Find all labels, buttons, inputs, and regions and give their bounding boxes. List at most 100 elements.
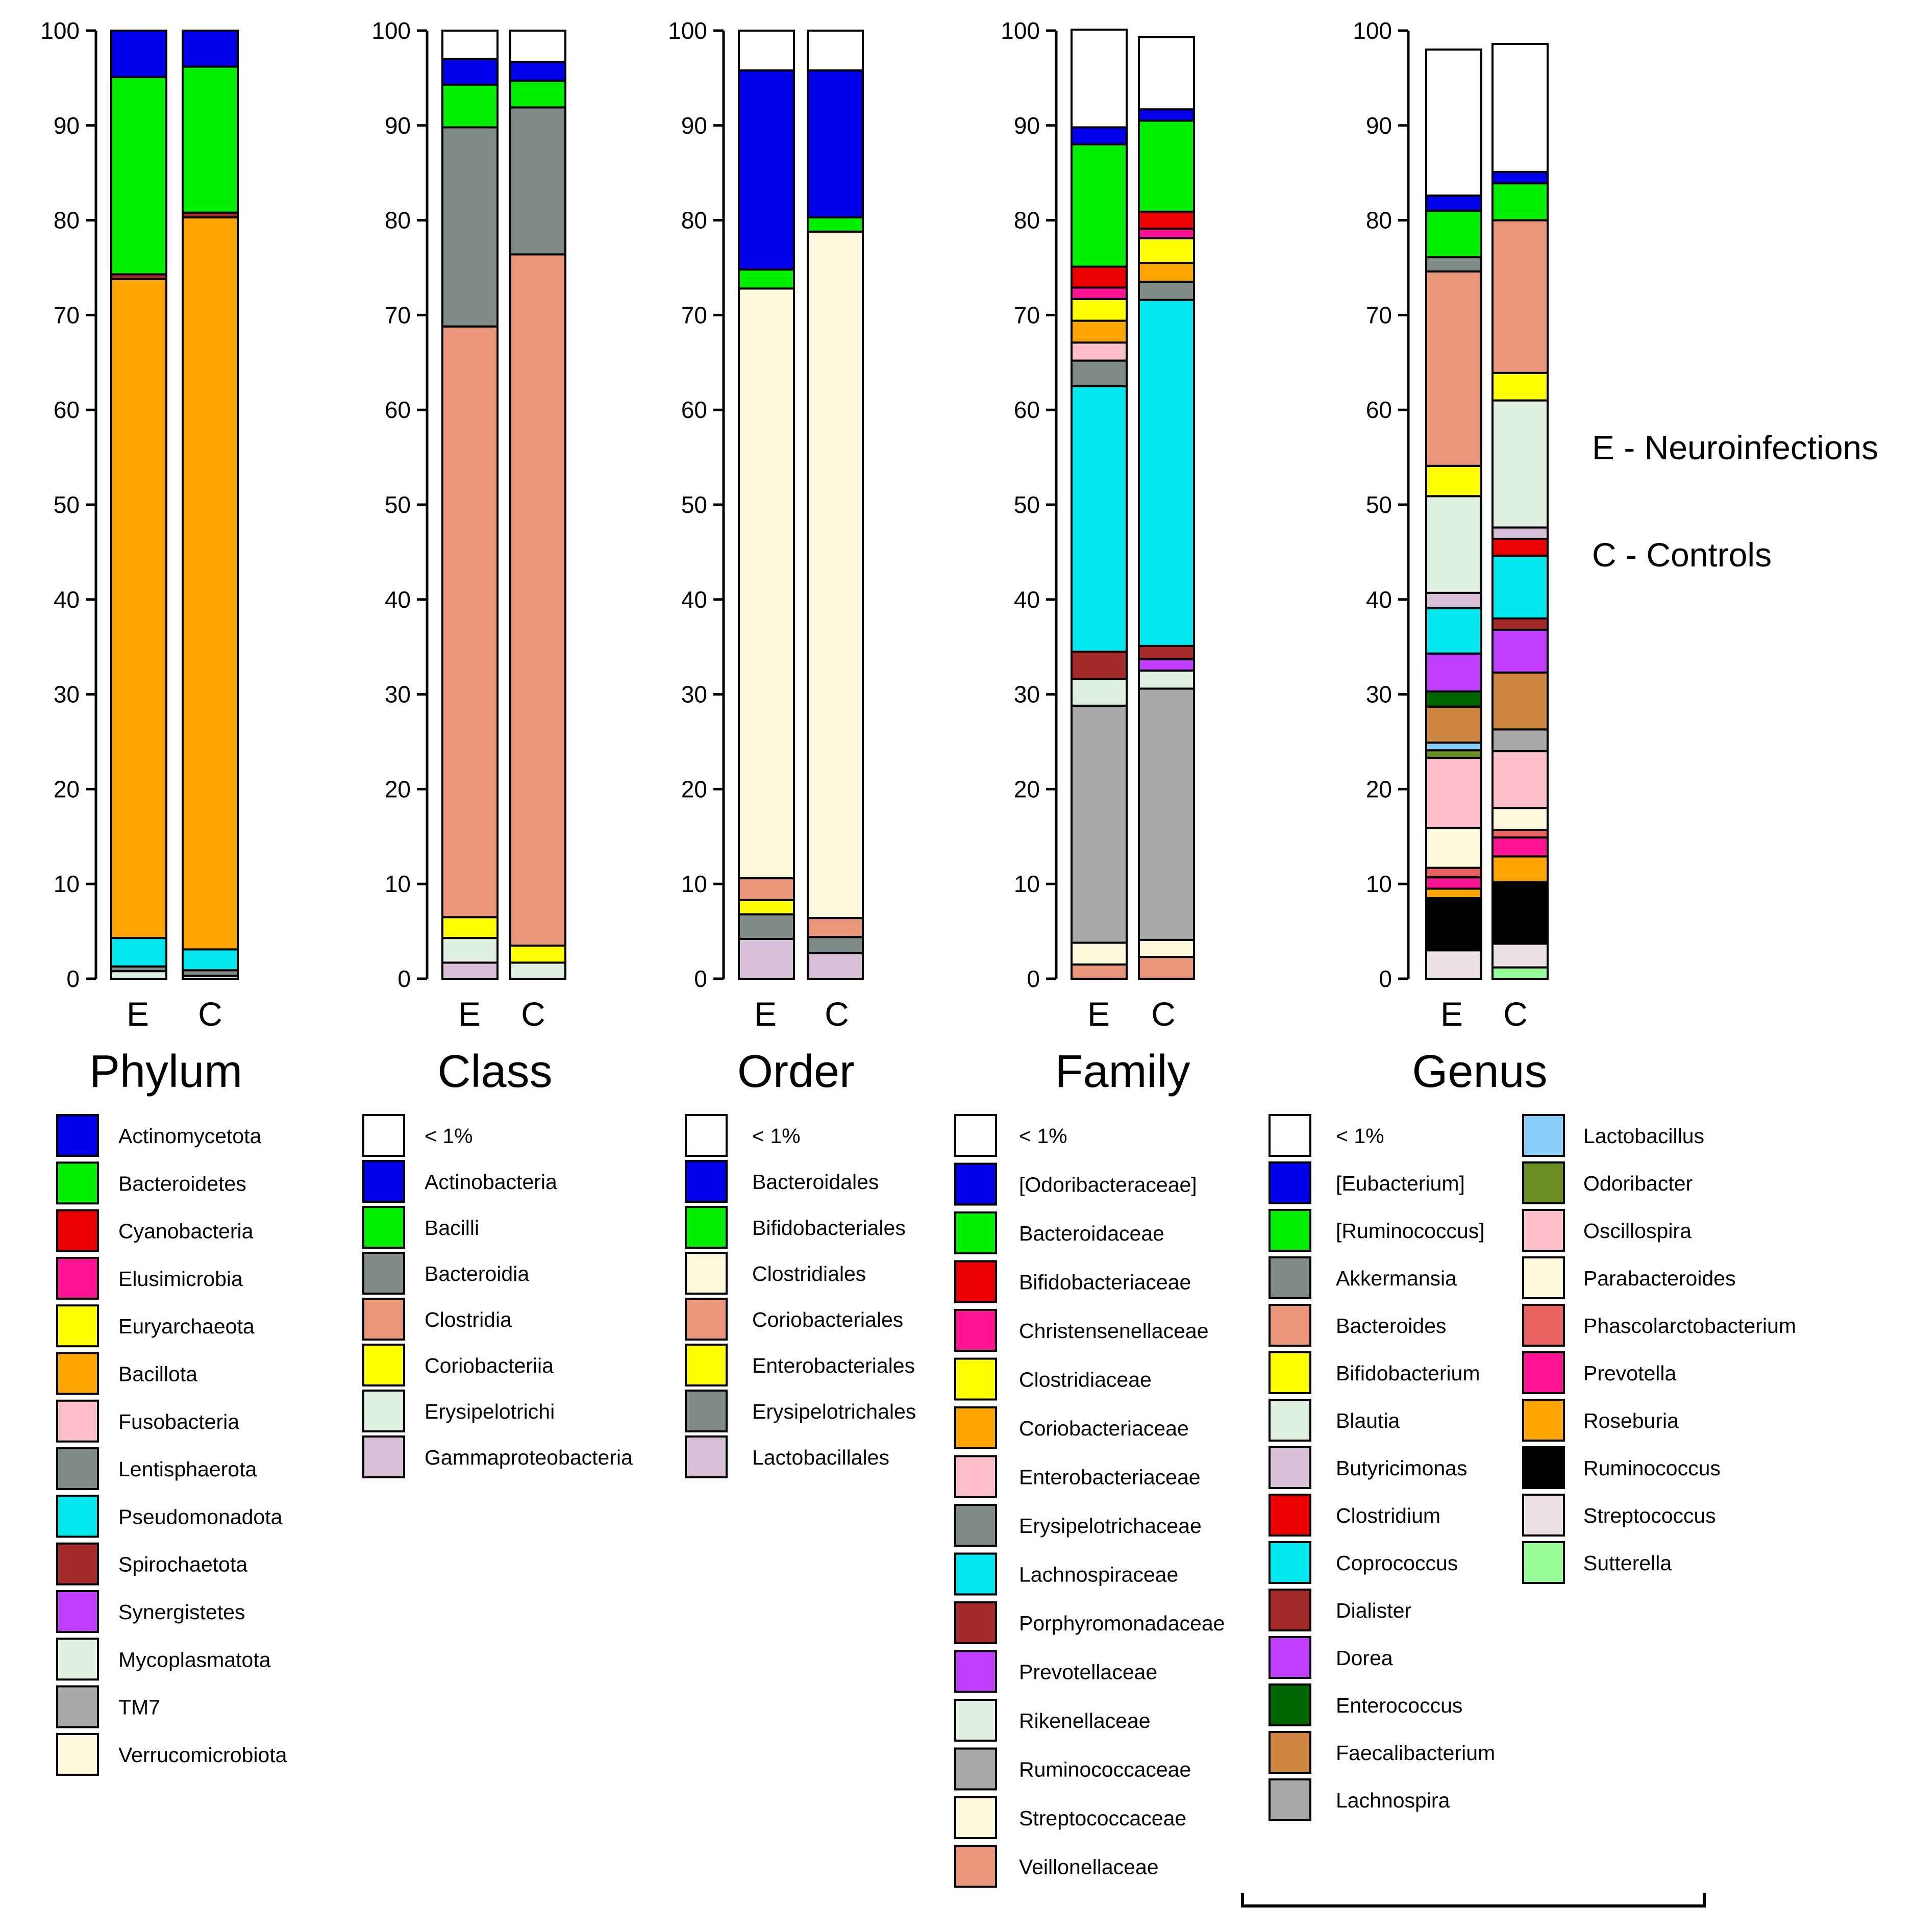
legend-label: Bacteroides bbox=[1336, 1314, 1447, 1337]
bar-segment-family-e-ruminococcaceae bbox=[1071, 704, 1128, 944]
bar-segment-family-c-rikenellaceae bbox=[1138, 670, 1195, 690]
bar-segment-class-c-bacilli bbox=[509, 80, 566, 109]
legend-label: Oscillospira bbox=[1583, 1219, 1692, 1243]
y-tick-label: 30 bbox=[385, 681, 411, 708]
legend-label: Prevotella bbox=[1583, 1361, 1677, 1385]
legend-label: Fusobacteria bbox=[118, 1410, 239, 1433]
chart-phylum: 0 10 20 30 40 50 60 70 80 90 100 E C Phylum bbox=[40, 17, 242, 1097]
legends-layer: Actinomycetota Bacteroidetes Cyanobacteria… bbox=[56, 1114, 1796, 1888]
y-tick-label: 70 bbox=[385, 302, 411, 328]
legend-swatch bbox=[1522, 1256, 1565, 1299]
legend-label: Lachnospira bbox=[1336, 1789, 1450, 1812]
legend-item: Faecalibacterium bbox=[1269, 1731, 1495, 1774]
legend-swatch bbox=[1522, 1399, 1565, 1442]
x-category-label: E bbox=[1087, 995, 1110, 1033]
y-tick-label: 100 bbox=[668, 17, 707, 44]
legend-swatch bbox=[1269, 1114, 1311, 1157]
legend-label: Odoribacter bbox=[1583, 1172, 1693, 1195]
legend-swatch bbox=[954, 1699, 997, 1742]
legend-item: Ruminococcaceae bbox=[954, 1747, 1191, 1791]
legend-item: Spirochaetota bbox=[56, 1542, 247, 1586]
y-tick-label: 0 bbox=[397, 965, 411, 992]
legend-swatch bbox=[362, 1206, 405, 1249]
legend-label: Enterobacteriaceae bbox=[1019, 1466, 1201, 1489]
legend-swatch bbox=[56, 1590, 99, 1633]
legend-label: Lachnospiraceae bbox=[1019, 1563, 1178, 1587]
x-category-label: E bbox=[127, 995, 149, 1033]
legend-swatch bbox=[685, 1252, 728, 1295]
bar-segment-genus-c-prevotella bbox=[1491, 836, 1549, 858]
bar-segment-family-c-erysipelotrichaceae bbox=[1138, 281, 1195, 301]
bar-segment-genus-e-butyricimonas bbox=[1425, 591, 1482, 609]
y-tick-label: 50 bbox=[1366, 491, 1392, 518]
bar-segment-family-c-lachnospiraceae bbox=[1138, 299, 1195, 647]
legend-label: Verrucomicrobiota bbox=[118, 1743, 287, 1767]
legend-item: [Eubacterium] bbox=[1269, 1161, 1465, 1204]
legend-item: Lactobacillus bbox=[1522, 1114, 1704, 1157]
legend-item: Roseburia bbox=[1522, 1399, 1679, 1442]
legend-item: Elusimicrobia bbox=[56, 1256, 243, 1300]
y-tick-label: 100 bbox=[40, 17, 80, 44]
legend-label: Bacilli bbox=[425, 1216, 479, 1240]
bar-segment-order-e-coriobacteriales bbox=[738, 877, 795, 901]
y-tick-label: 40 bbox=[1014, 586, 1040, 613]
chart-title: Class bbox=[437, 1046, 552, 1097]
notes-layer: E - Neuroinfections C - Controls bbox=[1592, 429, 1878, 574]
bar-segment-class-c-coriobacteriia bbox=[509, 944, 566, 964]
y-tick-label: 0 bbox=[1379, 965, 1392, 992]
legend-swatch bbox=[1269, 1399, 1311, 1442]
legend-swatch bbox=[1522, 1161, 1565, 1204]
legend-item: Bacteroidaceae bbox=[954, 1211, 1164, 1254]
legend-label: Dorea bbox=[1336, 1646, 1393, 1670]
legend-label: [Ruminococcus] bbox=[1336, 1219, 1485, 1243]
legend-label: Streptococcus bbox=[1583, 1504, 1716, 1527]
legend-swatch bbox=[1269, 1778, 1311, 1821]
chart-family: 0 10 20 30 40 50 60 70 80 90 100 E C Family bbox=[1001, 17, 1195, 1097]
bar-segment-genus-c-ruminococcus bbox=[1491, 881, 1549, 945]
legend-item: Parabacteroides bbox=[1522, 1256, 1736, 1299]
legend-label: Lactobacillus bbox=[1583, 1124, 1704, 1148]
x-category-label: C bbox=[1151, 995, 1176, 1033]
y-tick-label: 40 bbox=[54, 586, 80, 613]
legend-item: Coriobacteriaceae bbox=[954, 1406, 1189, 1449]
y-tick-label: 50 bbox=[54, 491, 80, 518]
legend-swatch bbox=[1269, 1494, 1311, 1537]
legend-item: Streptococcus bbox=[1522, 1494, 1716, 1537]
y-tick-label: 80 bbox=[385, 207, 411, 234]
legend-item: Bacteroidales bbox=[685, 1160, 879, 1203]
legend-item: Phascolarctobacterium bbox=[1522, 1304, 1796, 1347]
bar-segment-genus-e-ruminococcus bbox=[1425, 210, 1482, 259]
legend-label: Enterobacteriales bbox=[752, 1354, 915, 1377]
legend-item: Sutterella bbox=[1522, 1541, 1672, 1584]
legend-swatch bbox=[1522, 1541, 1565, 1584]
bar-segment-phylum-e-pseudomonadota bbox=[110, 937, 167, 968]
legend-swatch bbox=[954, 1747, 997, 1791]
legend-label: Clostridium bbox=[1336, 1504, 1440, 1527]
legend-label: Elusimicrobia bbox=[118, 1267, 243, 1291]
legend-swatch bbox=[1269, 1541, 1311, 1584]
legend-label: Cyanobacteria bbox=[118, 1220, 254, 1243]
bar-segment-class-c-actinobacteria bbox=[509, 61, 566, 82]
legend-label: Akkermansia bbox=[1336, 1267, 1457, 1290]
bar-segment-family-e-enterobacteriaceae bbox=[1071, 341, 1128, 362]
legend-swatch bbox=[56, 1495, 99, 1538]
bar-segment-genus-e-lactobacillus bbox=[1425, 741, 1482, 752]
legend-item: Actinomycetota bbox=[56, 1114, 261, 1157]
legend-class: < 1% Actinobacteria Bacilli Bacteroidia Clos… bbox=[362, 1114, 633, 1478]
legend-item: Bifidobacteriales bbox=[685, 1206, 906, 1249]
legend-swatch bbox=[954, 1357, 997, 1401]
legend-swatch bbox=[1269, 1351, 1311, 1394]
legend-swatch bbox=[56, 1304, 99, 1348]
legend-swatch bbox=[56, 1114, 99, 1157]
legend-note-c: C - Controls bbox=[1592, 536, 1772, 574]
legend-swatch bbox=[954, 1552, 997, 1596]
y-tick-label: 40 bbox=[385, 586, 411, 613]
legend-swatch bbox=[954, 1162, 997, 1206]
bar-segment-phylum-e-bacteroidetes bbox=[110, 76, 167, 276]
legend-swatch bbox=[954, 1601, 997, 1644]
y-tick-label: 100 bbox=[1001, 17, 1040, 44]
x-category-label: E bbox=[458, 995, 481, 1033]
legend-label: < 1% bbox=[1019, 1124, 1067, 1148]
y-tick-label: 90 bbox=[1014, 112, 1040, 139]
